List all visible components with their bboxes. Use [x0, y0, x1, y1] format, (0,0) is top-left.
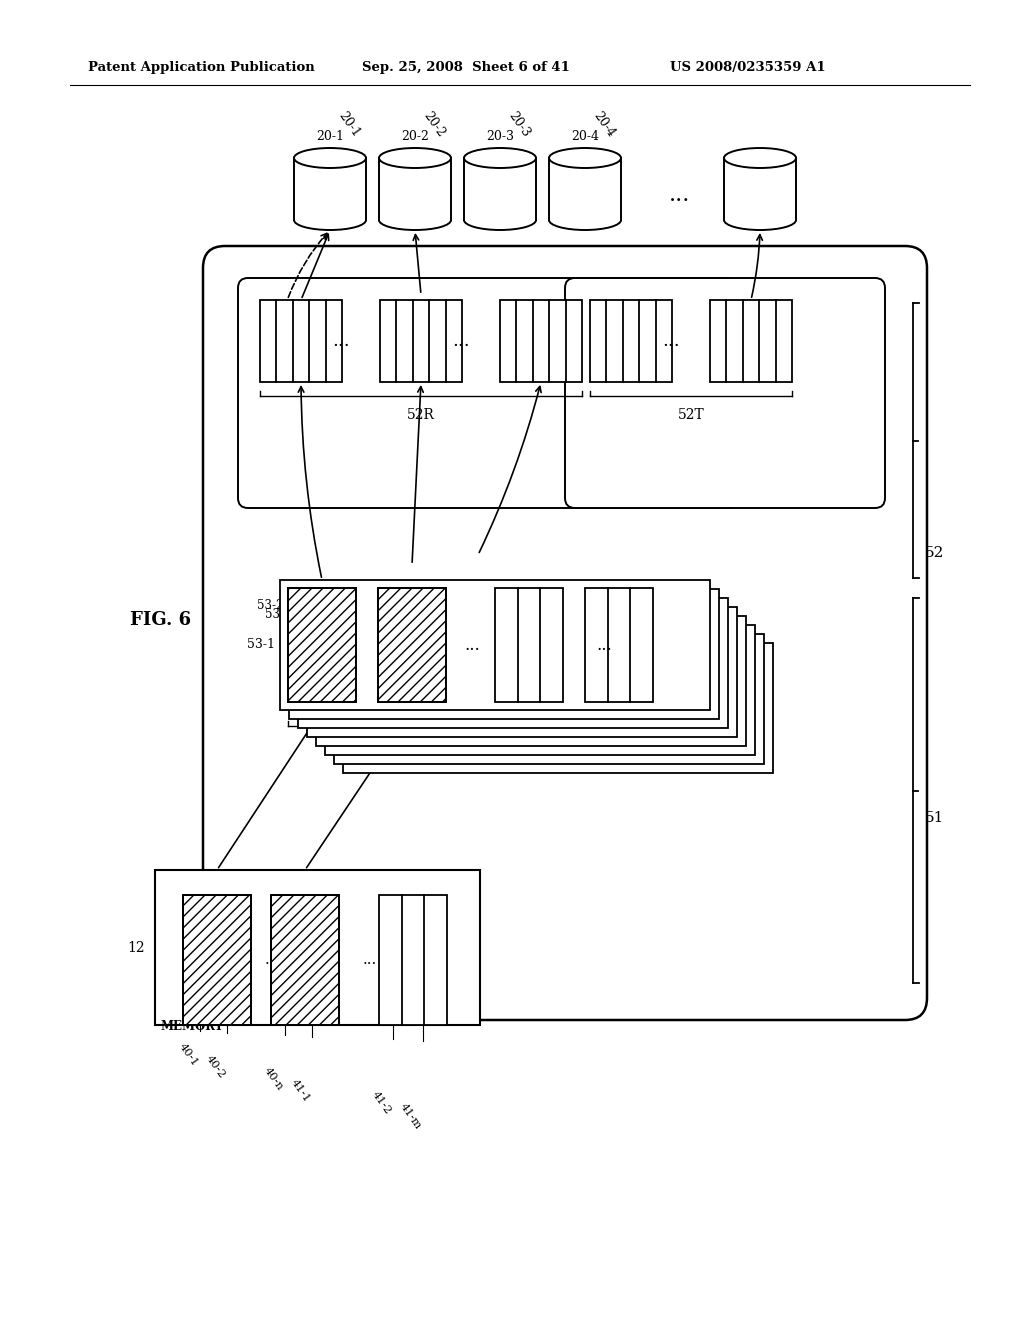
Text: ...: ... — [663, 333, 680, 350]
FancyBboxPatch shape — [464, 158, 536, 220]
Text: 53-2: 53-2 — [257, 599, 283, 612]
Text: 20-4: 20-4 — [571, 129, 599, 143]
Text: ...: ... — [596, 636, 612, 653]
Text: 20-2: 20-2 — [401, 129, 429, 143]
Text: 53A: 53A — [389, 738, 417, 752]
Text: ...: ... — [670, 183, 690, 206]
FancyBboxPatch shape — [183, 895, 251, 1026]
Text: 52R: 52R — [408, 408, 435, 422]
Text: 20-3: 20-3 — [486, 129, 514, 143]
FancyBboxPatch shape — [238, 279, 738, 508]
Text: Patent Application Publication: Patent Application Publication — [88, 62, 314, 74]
Text: 20-2: 20-2 — [421, 110, 447, 140]
Text: 20-4: 20-4 — [591, 110, 617, 140]
Text: 20-3: 20-3 — [506, 110, 532, 140]
FancyBboxPatch shape — [379, 158, 451, 220]
FancyBboxPatch shape — [378, 587, 446, 702]
Text: ...: ... — [265, 953, 280, 968]
Ellipse shape — [549, 148, 621, 168]
FancyBboxPatch shape — [724, 158, 796, 220]
FancyBboxPatch shape — [203, 246, 927, 1020]
Text: ...: ... — [362, 953, 377, 968]
FancyBboxPatch shape — [379, 895, 447, 1026]
Text: 20-1: 20-1 — [336, 110, 362, 140]
FancyBboxPatch shape — [260, 300, 342, 381]
Text: 53-3: 53-3 — [265, 609, 292, 620]
Text: 52T: 52T — [678, 408, 705, 422]
Text: Sep. 25, 2008  Sheet 6 of 41: Sep. 25, 2008 Sheet 6 of 41 — [362, 62, 570, 74]
Text: ...: ... — [464, 636, 480, 653]
FancyBboxPatch shape — [500, 300, 582, 381]
Text: 40-n: 40-n — [262, 1065, 285, 1092]
Text: ...: ... — [453, 333, 470, 350]
Text: FIG. 6: FIG. 6 — [130, 611, 191, 630]
FancyBboxPatch shape — [325, 624, 755, 755]
Ellipse shape — [294, 148, 366, 168]
Text: 20-1: 20-1 — [316, 129, 344, 143]
FancyBboxPatch shape — [590, 300, 672, 381]
Text: MEMORY: MEMORY — [160, 1020, 223, 1034]
Text: 41-m: 41-m — [398, 1101, 423, 1131]
Ellipse shape — [464, 148, 536, 168]
Text: 53-1: 53-1 — [247, 639, 275, 652]
FancyBboxPatch shape — [549, 158, 621, 220]
Text: US 2008/0235359 A1: US 2008/0235359 A1 — [670, 62, 825, 74]
Text: 40-1: 40-1 — [177, 1041, 200, 1068]
FancyBboxPatch shape — [334, 634, 764, 764]
Ellipse shape — [724, 148, 796, 168]
FancyBboxPatch shape — [298, 598, 728, 729]
FancyBboxPatch shape — [271, 895, 339, 1026]
Text: 51: 51 — [925, 810, 944, 825]
FancyBboxPatch shape — [288, 587, 356, 702]
FancyBboxPatch shape — [565, 279, 885, 508]
Text: ...: ... — [332, 333, 350, 350]
Text: 52: 52 — [925, 546, 944, 560]
FancyBboxPatch shape — [307, 607, 737, 737]
FancyBboxPatch shape — [585, 587, 653, 702]
FancyBboxPatch shape — [343, 643, 773, 774]
Ellipse shape — [379, 148, 451, 168]
FancyBboxPatch shape — [280, 579, 710, 710]
FancyBboxPatch shape — [155, 870, 480, 1026]
Text: 53-k: 53-k — [370, 661, 397, 675]
FancyBboxPatch shape — [289, 589, 719, 719]
FancyBboxPatch shape — [495, 587, 563, 702]
FancyBboxPatch shape — [380, 300, 462, 381]
Text: 53B: 53B — [560, 738, 588, 752]
FancyBboxPatch shape — [710, 300, 792, 381]
Text: 12: 12 — [127, 940, 145, 954]
Text: 41-2: 41-2 — [370, 1089, 392, 1115]
Text: 41-1: 41-1 — [289, 1077, 311, 1104]
Text: 40-2: 40-2 — [205, 1053, 227, 1080]
FancyBboxPatch shape — [316, 616, 746, 746]
FancyBboxPatch shape — [294, 158, 366, 220]
